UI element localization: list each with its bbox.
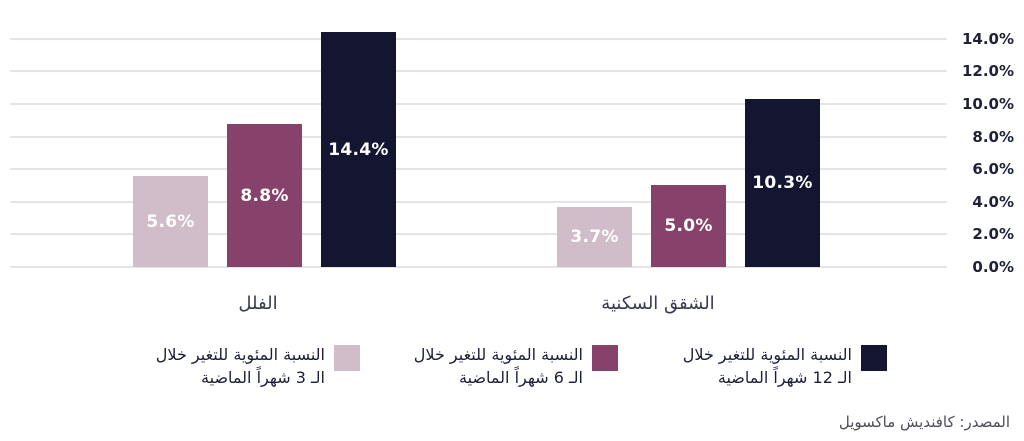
bar-12m-category-2: 10.3% <box>745 99 820 267</box>
bar-6m-category-1: 8.8% <box>227 124 302 267</box>
bar-3m-category-2: 3.7% <box>557 207 632 267</box>
gridline <box>10 233 947 236</box>
y-axis-tick-label: 4.0% <box>972 192 1014 211</box>
bar-value-label: 5.6% <box>146 211 195 232</box>
plot-area: 5.6% 3.7% 8.8% 5.0% 14.4% 10.3% <box>10 0 947 268</box>
gridline <box>10 266 947 268</box>
legend-item: النسبة المئوية للتغير خلال الـ 6 شهراً ال… <box>414 343 618 389</box>
y-axis: 0.0% 2.0% 4.0% 6.0% 8.0% 10.0% 12.0% 14.0% <box>942 0 1014 276</box>
category-label: الفلل <box>238 293 278 314</box>
y-axis-tick-label: 8.0% <box>972 127 1014 146</box>
bar-value-label: 5.0% <box>664 216 713 236</box>
legend-label: النسبة المئوية للتغير خلال الـ 6 شهراً ال… <box>414 343 583 389</box>
gridline <box>10 200 947 203</box>
legend-label-line2: الـ 6 شهراً الماضية <box>459 368 583 387</box>
legend-label: النسبة المئوية للتغير خلال الـ 3 شهراً ال… <box>156 343 325 389</box>
category-axis: الفلل الشقق السكنية <box>0 293 1024 325</box>
bar-value-label: 3.7% <box>570 227 619 247</box>
y-axis-tick-label: 2.0% <box>972 225 1014 244</box>
legend-label-line2: الـ 12 شهراً الماضية <box>717 368 852 387</box>
legend-swatch <box>334 345 360 371</box>
y-axis-tick-label: 12.0% <box>961 62 1014 81</box>
gridline <box>10 37 947 40</box>
bar-value-label: 14.4% <box>328 139 389 160</box>
bar-value-label: 10.3% <box>752 173 813 193</box>
y-axis-tick-label: 10.0% <box>961 95 1014 113</box>
legend-item: النسبة المئوية للتغير خلال الـ 3 شهراً ال… <box>156 343 360 389</box>
y-axis-tick-label: 0.0% <box>972 258 1014 276</box>
legend-label: النسبة المئوية للتغير خلال الـ 12 شهراً ا… <box>683 343 852 389</box>
legend-label-line1: النسبة المئوية للتغير خلال <box>682 345 852 364</box>
gridline <box>10 70 947 73</box>
bar-3m-category-1: 5.6% <box>133 176 208 267</box>
legend-swatch <box>861 345 887 371</box>
gridline <box>10 135 947 138</box>
legend-label-line2: الـ 3 شهراً الماضية <box>201 368 325 387</box>
category-label: الشقق السكنية <box>601 293 715 314</box>
legend-swatch <box>592 345 618 371</box>
legend-label-line1: النسبة المئوية للتغير خلال <box>413 345 583 364</box>
bar-12m-category-1: 14.4% <box>321 32 396 267</box>
y-axis-tick-label: 6.0% <box>972 160 1014 179</box>
gridline <box>10 103 947 105</box>
source-note: المصدر: كافنديش ماكسويل <box>838 413 1010 431</box>
gridline <box>10 168 947 171</box>
bar-value-label: 8.8% <box>240 185 289 206</box>
chart-legend: النسبة المئوية للتغير خلال الـ 3 شهراً ال… <box>0 343 1024 401</box>
legend-item: النسبة المئوية للتغير خلال الـ 12 شهراً ا… <box>683 343 887 389</box>
y-axis-tick-label: 14.0% <box>961 29 1014 48</box>
legend-label-line1: النسبة المئوية للتغير خلال <box>155 345 325 364</box>
bar-6m-category-2: 5.0% <box>651 185 726 267</box>
